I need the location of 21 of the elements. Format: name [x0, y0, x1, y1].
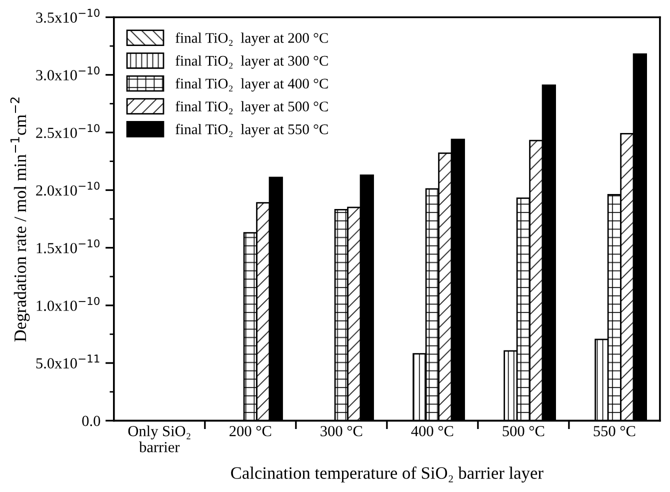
legend-label: final TiO₂ layer at 200 °C [176, 32, 328, 46]
x-axis-title: Calcination temperature of SiO₂ barrier layer [231, 466, 544, 482]
y-tick-label: 1.5x10$^{−10}$ [36, 239, 100, 254]
x-tick-label: 400 °C [411, 426, 454, 436]
y-tick-label: 1.0x10$^{−10}$ [36, 296, 100, 311]
legend-label: final TiO₂ layer at 550 °C [176, 124, 328, 138]
x-tick-label: 200 °C [230, 426, 272, 436]
x-tick-label: 550 °C [594, 426, 636, 436]
y-tick-label: 2.0x10$^{−10}$ [36, 182, 100, 196]
y-tick-label: 5.0x10$^{−11}$ [36, 354, 100, 369]
y-tick-label: 0.0 [82, 416, 100, 426]
y-tick-label: 2.5x10$^{−10}$ [36, 124, 100, 138]
x-tick-label: 300 °C [320, 426, 362, 436]
x-tick-label: Only SiO₂ barrier [128, 426, 190, 452]
y-tick-label: 3.5x10$^{−10}$ [36, 8, 100, 23]
x-tick-label: 500 °C [502, 426, 544, 436]
legend-label: final TiO₂ layer at 300 °C [176, 55, 328, 69]
y-tick-label: 3.0x10$^{−10}$ [36, 66, 100, 80]
legend-label: final TiO₂ layer at 500 °C [176, 100, 328, 114]
y-axis-title: Degradation rate / mol min$^{−1}$cm$^{−2}$ [10, 97, 30, 342]
legend-label: final TiO₂ layer at 400 °C [176, 78, 328, 92]
